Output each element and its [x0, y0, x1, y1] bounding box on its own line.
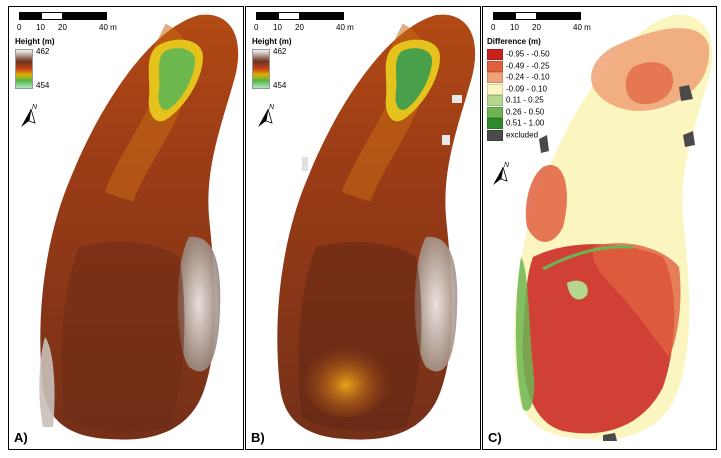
svg-text:N: N: [504, 162, 510, 169]
legend-class-row: 0.51 - 1.00: [487, 118, 544, 129]
excluded-left-c: [539, 135, 549, 153]
legend-class-row: excluded: [487, 129, 539, 141]
scale-label-0: 0: [254, 23, 259, 32]
scale-label-40: 40 m: [573, 23, 591, 32]
svg-text:N: N: [32, 104, 38, 111]
north-arrow-icon: N: [21, 104, 38, 127]
legend-min-b: 454: [273, 81, 287, 90]
scale-label-40: 40 m: [99, 23, 117, 32]
height-ramp-a: [15, 49, 33, 89]
depression-inner-b: [395, 48, 433, 110]
upper-red-c: [625, 62, 674, 105]
legend-max-b: 462: [273, 47, 287, 56]
legend-class-row: -0.09 - 0.10: [487, 83, 547, 95]
legend-class-row: 0.26 - 0.50: [487, 106, 545, 118]
excluded-bottom-c: [603, 433, 617, 441]
excluded-right-c: [683, 131, 695, 147]
legend-swatch: [487, 95, 503, 106]
noise-spot-1: [452, 95, 462, 103]
legend-class-row: 0.11 - 0.25: [487, 95, 544, 106]
noise-spot-3: [302, 157, 308, 171]
legend-class-label: -0.24 - -0.10: [506, 72, 550, 82]
panel-a: 0 10 20 40 m Height (m) 462 454 N A): [8, 6, 244, 450]
scale-label-20: 20: [295, 23, 304, 32]
legend-swatch: [487, 118, 503, 129]
panel-letter-c: C): [488, 430, 502, 445]
height-map-b: [277, 14, 476, 440]
legend-max-a: 462: [36, 47, 50, 56]
legend-class-row: -0.24 - -0.10: [487, 72, 550, 83]
left-strip-c: [525, 165, 567, 242]
scale-label-10: 10: [510, 23, 519, 32]
bright-patch-b: [300, 337, 392, 417]
legend-class-label: -0.09 - 0.10: [506, 84, 547, 94]
depression-inner-a: [158, 48, 196, 110]
scale-label-0: 0: [17, 23, 22, 32]
scale-label-20: 20: [532, 23, 541, 32]
north-arrow-icon: N: [493, 162, 510, 185]
difference-map-c: [514, 14, 713, 441]
legend-swatch: [487, 60, 503, 72]
legend-swatch: [487, 49, 503, 60]
lower-slope-a: [61, 242, 185, 432]
legend-title-b: Height (m): [252, 37, 292, 46]
legend-class-row: -0.49 - -0.25: [487, 60, 550, 72]
green-patch-c: [567, 280, 588, 300]
grey-zone-left-a: [39, 337, 55, 427]
panel-letter-b: B): [251, 430, 265, 445]
scale-label-10: 10: [36, 23, 45, 32]
legend-swatch: [487, 83, 503, 95]
scale-label-20: 20: [58, 23, 67, 32]
excluded-top-c: [679, 85, 693, 101]
legend-class-label: 0.11 - 0.25: [506, 95, 544, 105]
legend-swatch: [487, 106, 503, 118]
legend-class-label: -0.95 - -0.50: [506, 49, 550, 59]
green-line-c: [542, 245, 634, 271]
legend-class-label: 0.26 - 0.50: [506, 107, 545, 117]
scale-label-0: 0: [491, 23, 496, 32]
grey-zone-right-b: [414, 236, 458, 372]
panel-c: 0 10 20 40 m Difference (m) -0.95 - -0.5…: [482, 6, 717, 450]
height-ramp-b: [252, 49, 270, 89]
grey-zone-right-a: [177, 236, 221, 372]
noise-spot-2: [442, 135, 450, 145]
scale-label-40: 40 m: [336, 23, 354, 32]
green-strip-left-c: [515, 257, 535, 411]
legend-title-c: Difference (m): [487, 37, 541, 46]
legend-class-label: excluded: [506, 130, 539, 140]
legend-title-a: Height (m): [15, 37, 55, 46]
mid-orange-c: [592, 243, 681, 357]
panel-b: 0 10 20 40 m Height (m) 462 454 N B): [245, 6, 481, 450]
north-arrow-icon: N: [258, 104, 275, 127]
scale-label-10: 10: [273, 23, 282, 32]
legend-class-label: 0.51 - 1.00: [506, 118, 545, 128]
legend-class-label: -0.49 - -0.25: [506, 61, 550, 71]
legend-swatch: [487, 72, 503, 83]
legend-min-a: 454: [36, 81, 50, 90]
legend-swatch: [487, 129, 503, 141]
svg-text:N: N: [269, 104, 275, 111]
panel-letter-a: A): [14, 430, 28, 445]
height-map-a: [39, 14, 239, 440]
legend-class-row: -0.95 - -0.50: [487, 49, 550, 60]
